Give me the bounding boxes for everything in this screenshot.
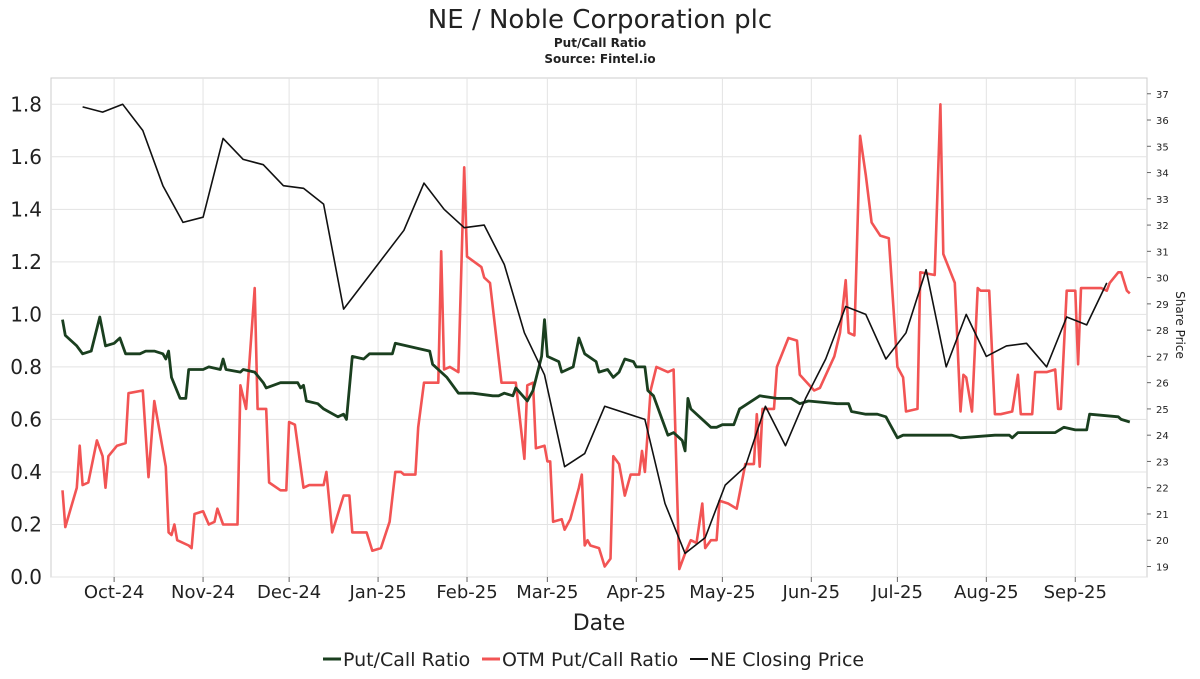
y2-tick-label: 35 — [1156, 142, 1169, 153]
y-tick-label: 0.4 — [10, 460, 42, 484]
y-tick-label: 0.2 — [10, 512, 42, 536]
y-axis-right: 19 20 21 22 23 24 25 26 27 28 29 30 31 32 33 34 35 36 37 — [1147, 90, 1169, 573]
y-tick-label: 1.2 — [10, 250, 42, 274]
y-tick-label: 1.0 — [10, 302, 42, 326]
x-tick-label: Jun-25 — [782, 582, 841, 603]
series-line-put-call-ratio — [61, 315, 1131, 453]
legend-label-put-call: Put/Call Ratio — [343, 649, 470, 671]
series-line-otm-put-call-ratio — [61, 103, 1131, 571]
grid — [51, 78, 1147, 578]
x-tick-label: Nov-24 — [171, 582, 235, 603]
y2-tick-label: 23 — [1156, 457, 1169, 468]
x-tick-label: Apr-25 — [607, 582, 666, 603]
x-tick-label: Dec-24 — [257, 582, 321, 603]
y-tick-label: 1.8 — [10, 92, 42, 116]
y-tick-label: 1.6 — [10, 145, 42, 169]
y2-tick-label: 22 — [1156, 484, 1169, 495]
y2-tick-label: 36 — [1156, 116, 1169, 127]
y2-tick-label: 27 — [1156, 352, 1169, 363]
y2-tick-label: 24 — [1156, 431, 1169, 442]
y2-tick-label: 31 — [1156, 247, 1169, 258]
plot-area — [50, 77, 1148, 578]
x-tick-label: Feb-25 — [436, 582, 497, 603]
y2-tick-label: 26 — [1156, 379, 1169, 390]
series-lines — [61, 103, 1131, 571]
y2-tick-label: 21 — [1156, 510, 1169, 521]
legend-label-otm-put-call: OTM Put/Call Ratio — [502, 649, 678, 671]
y-tick-label: 1.4 — [10, 197, 42, 221]
legend-label-closing-price: NE Closing Price — [710, 649, 864, 671]
series-line-closing-price — [82, 103, 1108, 555]
y-tick-label: 0.8 — [10, 355, 42, 379]
y2-tick-label: 25 — [1156, 405, 1169, 416]
legend: Put/Call Ratio OTM Put/Call Ratio NE Clo… — [323, 649, 864, 671]
y2-tick-label: 30 — [1156, 274, 1169, 285]
y2-tick-label: 37 — [1156, 90, 1169, 101]
x-tick-label: Jul-25 — [871, 582, 923, 603]
x-tick-label: Oct-24 — [84, 582, 145, 603]
y2-tick-label: 32 — [1156, 221, 1169, 232]
x-tick-label: Jan-25 — [349, 582, 407, 603]
x-tick-label: May-25 — [689, 582, 755, 603]
x-axis: Oct-24 Nov-24 Dec-24 Jan-25 Feb-25 Mar-25 Apr-… — [84, 577, 1107, 603]
y-tick-label: 0.6 — [10, 407, 42, 431]
y2-tick-label: 28 — [1156, 326, 1169, 337]
y2-tick-label: 34 — [1156, 169, 1169, 180]
y2-axis-label: Share Price — [1173, 291, 1187, 359]
y2-tick-label: 20 — [1156, 536, 1169, 547]
y2-tick-label: 29 — [1156, 300, 1169, 311]
y-axis-left: 0.0 0.2 0.4 0.6 0.8 1.0 1.2 1.4 1.6 1.8 — [10, 92, 42, 589]
x-axis-label: Date — [573, 611, 626, 636]
chart-source: Source: Fintel.io — [544, 52, 655, 66]
y-tick-label: 0.0 — [10, 565, 42, 589]
x-tick-label: Sep-25 — [1044, 582, 1107, 603]
y2-tick-label: 19 — [1156, 562, 1169, 573]
chart-subtitle: Put/Call Ratio — [554, 36, 646, 50]
x-tick-label: Mar-25 — [516, 582, 578, 603]
x-tick-label: Aug-25 — [954, 582, 1019, 603]
chart-title: NE / Noble Corporation plc — [428, 5, 772, 35]
y2-tick-label: 33 — [1156, 195, 1169, 206]
